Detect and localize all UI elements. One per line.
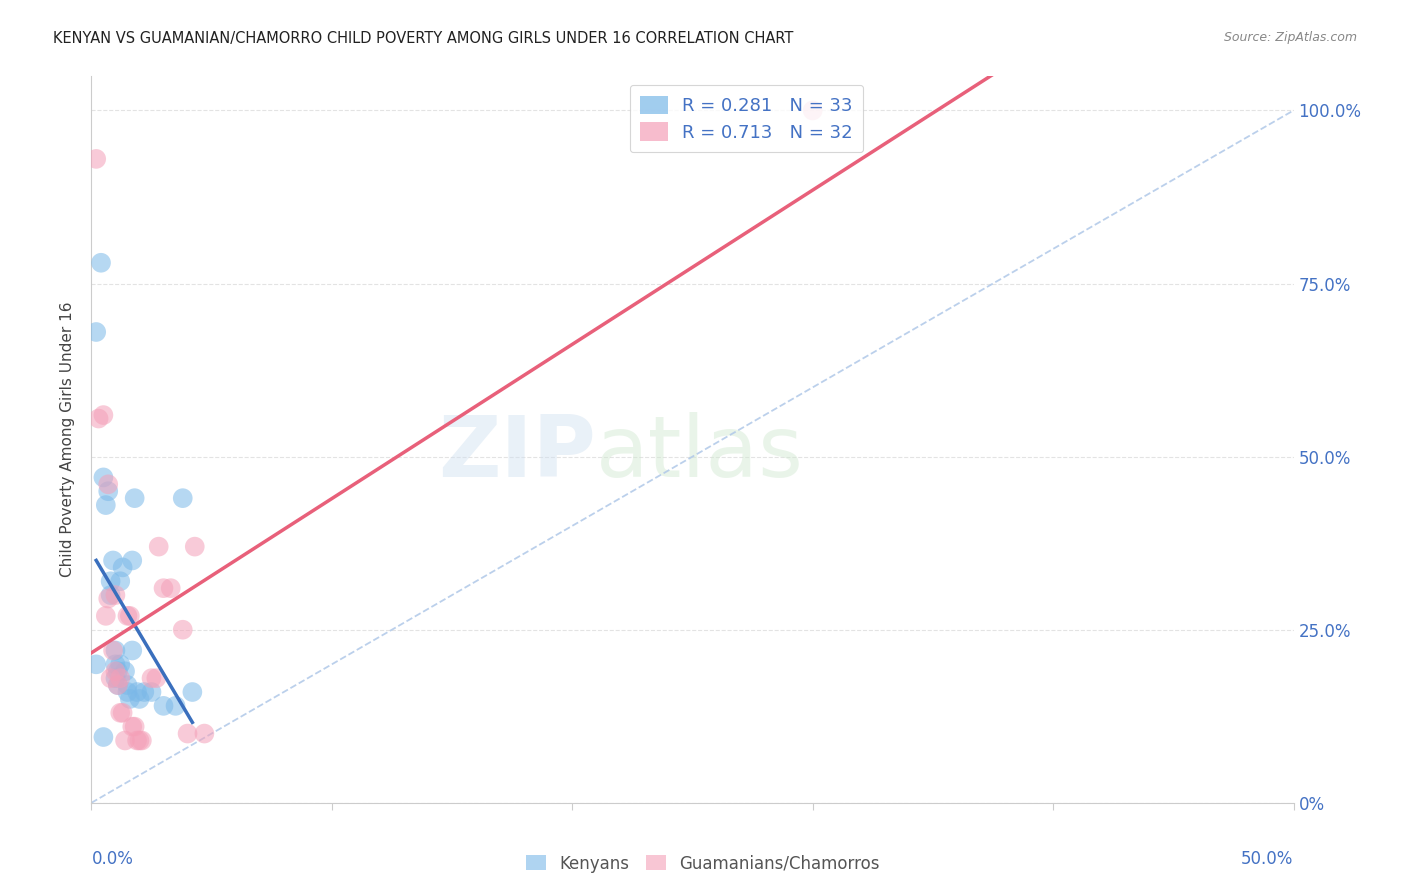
Point xyxy=(801,103,824,118)
Point xyxy=(84,152,107,166)
Point xyxy=(90,256,112,270)
Point xyxy=(107,665,129,679)
Point xyxy=(117,685,139,699)
Point xyxy=(101,643,124,657)
Point xyxy=(128,733,150,747)
Point xyxy=(125,733,148,747)
Point xyxy=(104,643,127,657)
Point xyxy=(84,325,107,339)
Legend: Kenyans, Guamanians/Chamorros: Kenyans, Guamanians/Chamorros xyxy=(519,848,887,880)
Point xyxy=(121,553,143,567)
Point xyxy=(159,581,181,595)
Text: ZIP: ZIP xyxy=(439,412,596,495)
Point xyxy=(118,692,141,706)
Point xyxy=(97,591,120,606)
Point xyxy=(100,588,122,602)
Point xyxy=(94,498,117,512)
Point xyxy=(193,726,215,740)
Point xyxy=(128,692,150,706)
Point xyxy=(110,671,132,685)
Point xyxy=(110,706,132,720)
Point xyxy=(141,671,163,685)
Text: 50.0%: 50.0% xyxy=(1241,850,1294,868)
Point xyxy=(125,685,148,699)
Point xyxy=(97,477,120,491)
Text: atlas: atlas xyxy=(596,412,804,495)
Point xyxy=(100,671,122,685)
Point xyxy=(141,685,163,699)
Point xyxy=(176,726,198,740)
Point xyxy=(114,733,136,747)
Point xyxy=(172,623,194,637)
Point xyxy=(110,574,132,589)
Point xyxy=(111,560,134,574)
Point xyxy=(93,408,115,422)
Point xyxy=(124,720,146,734)
Point xyxy=(104,665,127,679)
Point xyxy=(121,643,143,657)
Point xyxy=(107,678,129,692)
Text: Source: ZipAtlas.com: Source: ZipAtlas.com xyxy=(1223,31,1357,45)
Point xyxy=(87,411,110,425)
Text: 0.0%: 0.0% xyxy=(91,850,134,868)
Point xyxy=(114,665,136,679)
Point xyxy=(118,608,141,623)
Point xyxy=(104,657,127,672)
Point xyxy=(121,720,143,734)
Point xyxy=(111,706,134,720)
Point xyxy=(97,484,120,499)
Point xyxy=(131,733,153,747)
Legend: R = 0.281   N = 33, R = 0.713   N = 32: R = 0.281 N = 33, R = 0.713 N = 32 xyxy=(630,85,863,153)
Text: KENYAN VS GUAMANIAN/CHAMORRO CHILD POVERTY AMONG GIRLS UNDER 16 CORRELATION CHAR: KENYAN VS GUAMANIAN/CHAMORRO CHILD POVER… xyxy=(53,31,794,46)
Point xyxy=(110,657,132,672)
Y-axis label: Child Poverty Among Girls Under 16: Child Poverty Among Girls Under 16 xyxy=(60,301,76,577)
Point xyxy=(184,540,207,554)
Point xyxy=(94,608,117,623)
Point xyxy=(107,678,129,692)
Point xyxy=(104,588,127,602)
Point xyxy=(172,491,194,505)
Point xyxy=(104,671,127,685)
Point xyxy=(93,730,115,744)
Point xyxy=(124,491,146,505)
Point xyxy=(181,685,204,699)
Point xyxy=(152,581,174,595)
Point xyxy=(117,678,139,692)
Point xyxy=(152,698,174,713)
Point xyxy=(117,608,139,623)
Point xyxy=(148,540,170,554)
Point xyxy=(134,685,156,699)
Point xyxy=(93,470,115,484)
Point xyxy=(165,698,187,713)
Point xyxy=(100,574,122,589)
Point xyxy=(84,657,107,672)
Point xyxy=(145,671,167,685)
Point xyxy=(101,553,124,567)
